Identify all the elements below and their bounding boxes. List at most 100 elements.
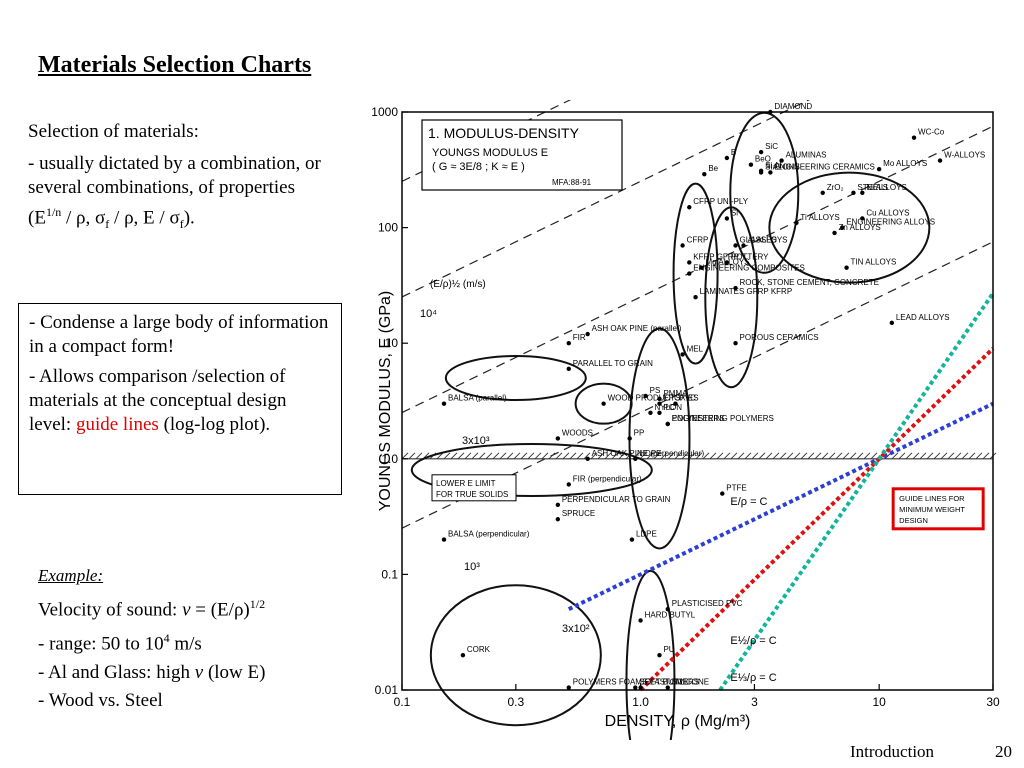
- y-axis-label: YOUNGS MODULUS, E (GPa): [377, 291, 394, 511]
- limit-hatch: [933, 452, 941, 460]
- limit-hatch: [562, 452, 570, 460]
- material-label: PARALLEL TO GRAIN: [573, 359, 653, 368]
- title-block: [421, 119, 623, 191]
- x-tick-label: 1.0: [632, 695, 649, 709]
- ex1-mid: = (E/ρ): [190, 599, 250, 621]
- material-point: [441, 537, 447, 542]
- material-label: Mg ALLOYS: [705, 258, 749, 267]
- engineering-ceramics-envelope: [729, 111, 800, 274]
- x-tick-label: 0.3: [507, 695, 524, 709]
- polymer-foams-envelope: [429, 584, 602, 727]
- material-point: [585, 456, 590, 461]
- material-point: [720, 491, 725, 496]
- material-point: [566, 685, 571, 690]
- limit-hatch: [716, 452, 724, 460]
- engineering-composites-envelope: [672, 182, 719, 365]
- x-tick-label: 30: [986, 695, 1000, 709]
- velocity-value: 3x10²: [562, 623, 590, 635]
- velocity-label: (E/ρ)½ (m/s): [430, 279, 486, 290]
- guide-line-label: E⅓/ρ = C: [730, 672, 776, 684]
- guide-line-label: E/ρ = C: [730, 496, 767, 508]
- limit-hatch: [730, 452, 738, 460]
- material-label: BeO: [755, 155, 771, 164]
- woods-perpendicular-envelope: [410, 443, 653, 498]
- limit-hatch: [779, 452, 787, 460]
- lower-limit-text-1: LOWER E LIMIT: [436, 479, 496, 488]
- material-point: [680, 352, 685, 357]
- material-label: Al ALLOYS: [747, 236, 787, 245]
- velocity-guide-line: [401, 100, 810, 298]
- material-label: Si₃N₄: [765, 161, 784, 170]
- limit-hatch: [884, 452, 892, 460]
- material-point: [741, 243, 746, 248]
- ex1-exp: 1/2: [249, 597, 266, 611]
- material-point: [657, 401, 662, 406]
- limit-hatch: [975, 452, 983, 460]
- material-label: TIN ALLOYS: [851, 258, 897, 267]
- example-line-2: - range: 50 to 104 m/s: [38, 626, 358, 656]
- material-point: [840, 225, 845, 230]
- material-point: [665, 606, 670, 612]
- limit-hatch: [604, 452, 612, 460]
- intro-body: - usually dictated by a combination, or …: [28, 152, 328, 236]
- limit-hatch: [639, 452, 647, 460]
- material-point: [832, 230, 837, 236]
- limit-hatch: [702, 452, 710, 460]
- material-label: Si: [731, 208, 738, 217]
- y-tick-label: 1000: [371, 105, 398, 119]
- limit-hatch: [471, 452, 479, 460]
- limit-hatch: [849, 452, 857, 460]
- limit-hatch: [709, 452, 717, 460]
- material-label: PVC: [679, 394, 696, 403]
- limit-hatch: [597, 452, 605, 460]
- guide-line-slope-3: [718, 292, 995, 692]
- material-point: [627, 436, 632, 441]
- material-point: [665, 685, 670, 690]
- material-label: POLYMERS FOAMS: [573, 678, 648, 687]
- material-label: Be: [708, 164, 718, 173]
- material-point: [724, 260, 730, 265]
- material-label: CORK: [467, 645, 491, 654]
- intro-sub: f: [105, 217, 110, 232]
- limit-hatch: [660, 452, 668, 460]
- limit-hatch: [408, 452, 416, 460]
- material-point: [687, 205, 692, 210]
- material-point: [687, 260, 692, 265]
- material-label: EPOXIES: [663, 394, 698, 403]
- material-point: [724, 155, 730, 161]
- material-point: [733, 285, 738, 291]
- limit-hatch: [569, 452, 577, 460]
- material-point: [758, 149, 764, 155]
- material-point: [687, 271, 692, 276]
- material-label: GLASSES: [740, 236, 777, 245]
- limit-hatch: [646, 452, 654, 460]
- y-tick-label: 0.1: [381, 567, 398, 581]
- limit-hatch: [478, 452, 486, 460]
- material-point: [820, 190, 825, 196]
- material-label: PS: [650, 386, 661, 395]
- slide-title: Materials Selection Charts: [38, 52, 312, 78]
- intro-p1: / ρ, σ: [61, 207, 106, 229]
- limit-hatch: [485, 452, 493, 460]
- material-label: LDPE: [636, 530, 657, 539]
- limit-hatch: [758, 452, 766, 460]
- intro-sub2: f: [179, 217, 184, 232]
- limit-hatch: [723, 452, 731, 460]
- material-label: HARD BUTYL: [645, 610, 696, 619]
- guide-line-label: E½/ρ = C: [730, 635, 776, 647]
- limit-hatch: [541, 452, 549, 460]
- elastomers-envelope: [625, 569, 676, 740]
- material-label: FIR: [573, 333, 586, 342]
- material-label: STEELS: [857, 183, 888, 192]
- y-tick-label: 0.01: [375, 683, 399, 697]
- material-label: WOOD PRODUCTS: [608, 394, 681, 403]
- material-label: POLYESTERS: [672, 414, 725, 423]
- intro-body-prefix: - usually dictated by a combination, or …: [28, 153, 321, 229]
- material-label: PLASTICISED PVC: [672, 599, 743, 608]
- limit-hatch: [534, 452, 542, 460]
- lower-limit-band: [401, 452, 997, 460]
- limit-hatch: [772, 452, 780, 460]
- material-point: [758, 170, 764, 175]
- example-line-3: - Al and Glass: high v (low E): [38, 661, 358, 685]
